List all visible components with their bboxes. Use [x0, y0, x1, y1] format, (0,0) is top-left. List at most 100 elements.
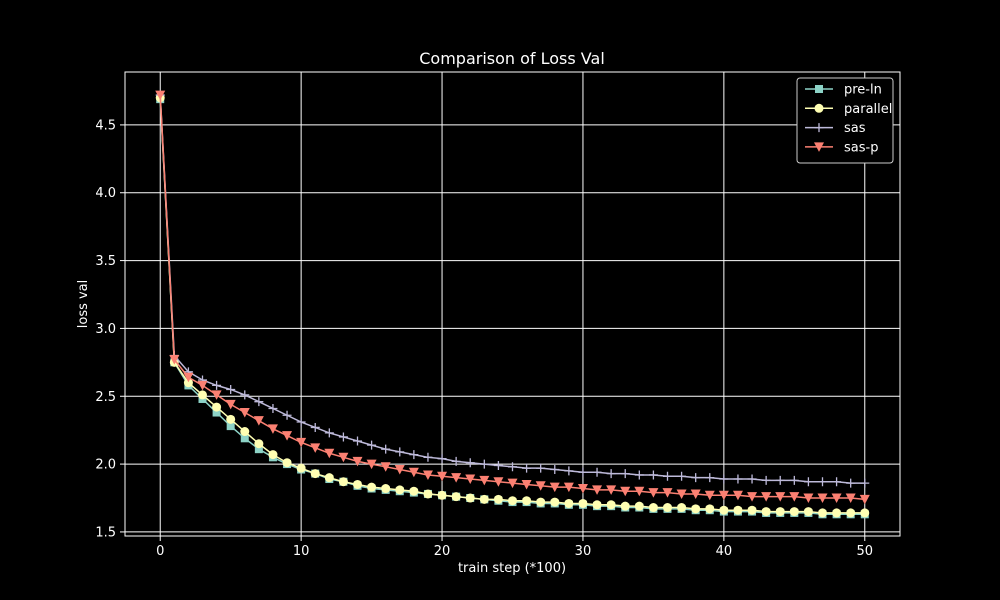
data-point-sas-p [620, 486, 631, 497]
data-point-parallel [254, 439, 264, 449]
data-point-sas-p [690, 489, 701, 499]
data-point-sas [409, 450, 419, 460]
data-point-parallel [240, 427, 250, 437]
data-point-sas [592, 467, 602, 477]
data-point-sas-p [549, 482, 560, 493]
data-point-sas [564, 466, 574, 476]
x-tick-label: 50 [856, 544, 873, 559]
grid [125, 72, 900, 536]
legend-box [796, 77, 894, 164]
axis-ticks: 0 10 20 30 40 50 1.5 2.0 2.5 3.0 3.5 4.0 4.5 [95, 118, 873, 559]
data-point-parallel [733, 505, 743, 515]
data-point-sas-p [465, 474, 476, 485]
legend-label: pre-ln [844, 83, 882, 98]
data-point-sas [254, 397, 264, 407]
data-point-parallel [691, 504, 701, 514]
data-point-sas-p [592, 485, 603, 495]
data-point-sas [578, 467, 588, 477]
legend: pre-ln parallel sas sas-p [796, 77, 894, 164]
data-point-parallel [846, 508, 856, 518]
data-point-parallel [212, 402, 222, 412]
data-point-sas-p [211, 390, 222, 400]
data-point-sas-p [183, 372, 194, 383]
data-point-sas-p [789, 492, 800, 502]
data-point-parallel [522, 496, 532, 506]
data-point-sas-p [747, 492, 758, 502]
data-point-sas-p [394, 465, 405, 475]
data-point-parallel [578, 498, 588, 508]
data-point-parallel [747, 505, 757, 515]
data-point-parallel [437, 490, 447, 500]
y-tick-label: 2.5 [95, 390, 116, 405]
data-point-sas-p [239, 408, 250, 418]
data-point-sas [324, 428, 334, 438]
data-point-sas-p [324, 448, 335, 459]
data-point-sas [789, 475, 799, 485]
data-point-parallel [536, 497, 546, 507]
data-point-parallel [719, 505, 729, 515]
data-point-parallel [789, 507, 799, 517]
plot-frame [124, 71, 901, 537]
data-point-sas-p [225, 399, 236, 410]
data-point-sas [240, 390, 250, 400]
data-point-sas [268, 403, 278, 413]
data-point-sas [522, 463, 532, 473]
data-point-parallel [677, 503, 687, 513]
data-point-sas [606, 469, 616, 479]
data-point-sas [226, 384, 236, 394]
data-point-parallel [592, 500, 602, 510]
data-point-parallel [367, 482, 377, 492]
data-point-sas-p [310, 443, 321, 453]
data-point-sas [451, 456, 461, 466]
x-tick-label: 0 [156, 544, 164, 559]
data-point-sas [282, 410, 292, 420]
data-point-sas [367, 440, 377, 450]
data-point-sas-p [507, 478, 518, 489]
data-point-parallel [353, 479, 362, 489]
data-point-parallel [634, 501, 644, 511]
data-point-parallel [550, 497, 560, 507]
data-point-sas-p [479, 475, 490, 486]
data-point-sas-p [366, 459, 377, 470]
data-point-sas-p [338, 452, 349, 463]
series-sas-p [155, 90, 870, 505]
legend-item-sas: sas [805, 121, 866, 136]
data-point-sas-p [775, 492, 786, 502]
legend-label: sas-p [844, 140, 878, 155]
data-point-sas-p [563, 482, 574, 493]
data-point-parallel [606, 500, 616, 510]
y-axis-label: loss val [76, 280, 91, 329]
x-tick-label: 30 [575, 544, 592, 559]
y-tick-label: 3.0 [95, 322, 116, 337]
data-point-sas [747, 474, 757, 484]
legend-label: sas [844, 121, 866, 136]
data-point-sas-p [803, 493, 814, 504]
data-point-pre-ln [240, 434, 249, 443]
data-point-sas-p [718, 490, 729, 501]
y-tick-label: 2.0 [95, 458, 116, 473]
legend-label: parallel [844, 102, 892, 117]
data-point-sas [691, 473, 701, 483]
data-point-sas-p [676, 489, 687, 499]
data-point-sas [550, 465, 560, 475]
data-point-parallel [310, 469, 320, 479]
data-point-parallel [324, 473, 334, 483]
data-point-sas [465, 458, 475, 468]
data-point-sas-p [648, 488, 659, 498]
data-point-parallel [338, 477, 348, 487]
series-layer [155, 90, 870, 519]
legend-marker [814, 123, 824, 133]
x-tick-label: 40 [716, 544, 733, 559]
data-point-parallel [183, 378, 193, 388]
data-point-parallel [423, 489, 433, 499]
data-point-sas [832, 477, 842, 487]
data-point-parallel [803, 507, 813, 517]
data-point-sas [775, 475, 785, 485]
data-point-pre-ln [226, 422, 235, 431]
data-point-parallel [296, 463, 306, 473]
data-point-parallel [564, 498, 574, 508]
data-point-sas-p [155, 90, 166, 101]
data-point-sas-p [352, 456, 363, 467]
legend-item-sas-p: sas-p [805, 140, 878, 155]
